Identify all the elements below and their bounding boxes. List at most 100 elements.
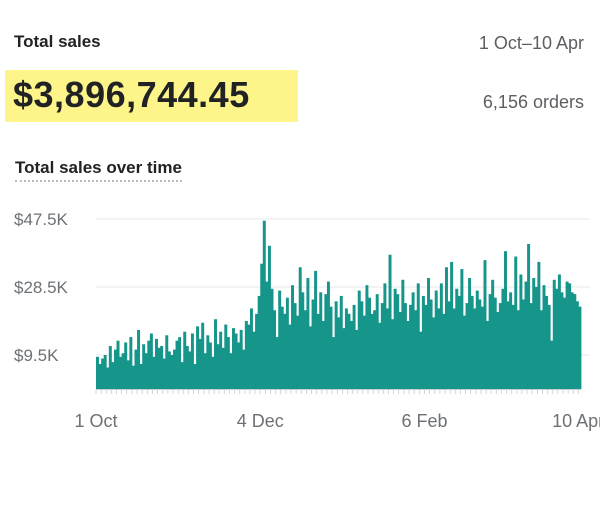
sales-bar[interactable] (172, 349, 176, 389)
sales-bar[interactable] (442, 313, 446, 389)
sales-bar[interactable] (521, 299, 525, 390)
sales-bar[interactable] (355, 329, 359, 389)
sales-bar[interactable] (429, 299, 433, 390)
sales-bar[interactable] (352, 304, 356, 389)
sales-bar[interactable] (506, 301, 510, 389)
sales-bar[interactable] (542, 285, 546, 389)
sales-bar[interactable] (121, 353, 125, 389)
sales-bar[interactable] (557, 274, 561, 389)
sales-bar[interactable] (360, 301, 364, 389)
sales-bar[interactable] (509, 292, 513, 389)
sales-bar[interactable] (119, 356, 123, 389)
sales-bar[interactable] (375, 294, 379, 389)
sales-bar[interactable] (434, 290, 438, 389)
sales-bar[interactable] (391, 319, 395, 389)
sales-bar[interactable] (444, 267, 448, 389)
sales-bar[interactable] (332, 337, 336, 389)
sales-bar[interactable] (539, 310, 543, 389)
sales-bar[interactable] (175, 340, 179, 389)
sales-bar[interactable] (370, 313, 374, 389)
sales-bar[interactable] (180, 362, 184, 389)
sales-bar[interactable] (529, 303, 533, 389)
sales-bar[interactable] (208, 342, 212, 389)
sales-bar[interactable] (162, 358, 166, 389)
sales-bar[interactable] (334, 301, 338, 389)
sales-bar[interactable] (255, 313, 259, 389)
sales-bar[interactable] (188, 351, 192, 389)
sales-bar[interactable] (249, 308, 253, 389)
sales-bar[interactable] (342, 328, 346, 389)
sales-bar[interactable] (149, 333, 153, 389)
sales-bar[interactable] (337, 317, 341, 389)
sales-bar[interactable] (167, 351, 171, 389)
sales-bar[interactable] (524, 281, 528, 389)
sales-bar[interactable] (142, 344, 146, 389)
sales-bar[interactable] (514, 256, 518, 389)
sales-bar[interactable] (96, 356, 99, 389)
chart-title[interactable]: Total sales over time (15, 158, 182, 182)
sales-bar[interactable] (280, 306, 284, 389)
sales-bar[interactable] (326, 281, 330, 389)
sales-bar[interactable] (475, 290, 479, 389)
sales-bar[interactable] (298, 267, 302, 389)
sales-bar[interactable] (314, 270, 318, 389)
sales-bar[interactable] (416, 283, 420, 389)
sales-bar[interactable] (465, 303, 469, 389)
sales-bar[interactable] (234, 333, 238, 389)
sales-bar[interactable] (409, 304, 413, 389)
sales-bar[interactable] (493, 297, 497, 389)
sales-bar[interactable] (303, 310, 307, 389)
sales-bar[interactable] (563, 297, 567, 389)
sales-bar[interactable] (329, 306, 333, 389)
sales-bar[interactable] (196, 326, 200, 389)
sales-bar[interactable] (470, 295, 474, 389)
sales-bar[interactable] (321, 320, 325, 389)
sales-bar[interactable] (378, 322, 382, 389)
sales-bar[interactable] (144, 353, 148, 389)
sales-bar[interactable] (519, 274, 523, 389)
sales-bar[interactable] (206, 335, 210, 389)
sales-bar[interactable] (252, 331, 256, 389)
sales-bar[interactable] (473, 308, 477, 389)
sales-bar[interactable] (239, 329, 243, 389)
sales-bar[interactable] (545, 295, 549, 389)
sales-bar[interactable] (265, 281, 269, 389)
sales-bar[interactable] (347, 313, 351, 389)
sales-bar[interactable] (344, 308, 348, 389)
sales-bar[interactable] (157, 347, 161, 389)
sales-bar[interactable] (478, 299, 482, 390)
sales-bar[interactable] (403, 303, 407, 389)
sales-bar[interactable] (237, 342, 241, 389)
sales-bar[interactable] (532, 278, 536, 389)
sales-bar[interactable] (570, 292, 574, 389)
sales-bar[interactable] (285, 297, 289, 389)
sales-bar[interactable] (190, 333, 194, 389)
sales-bar[interactable] (126, 360, 130, 389)
sales-bar[interactable] (201, 322, 205, 389)
sales-bar[interactable] (301, 292, 305, 389)
sales-bar[interactable] (501, 288, 505, 389)
sales-bar[interactable] (324, 294, 328, 389)
sales-bar[interactable] (278, 290, 282, 389)
sales-bar[interactable] (365, 285, 369, 389)
sales-bar[interactable] (183, 331, 187, 389)
sales-bar[interactable] (573, 294, 577, 389)
sales-bar[interactable] (414, 310, 418, 389)
sales-bar[interactable] (165, 335, 169, 389)
sales-bar[interactable] (350, 320, 354, 389)
sales-bar[interactable] (178, 337, 182, 389)
sales-bar[interactable] (357, 290, 361, 389)
sales-bar[interactable] (537, 261, 541, 389)
sales-bar[interactable] (98, 363, 102, 389)
sales-bar[interactable] (511, 304, 515, 389)
sales-bar[interactable] (388, 254, 392, 389)
sales-bar[interactable] (421, 295, 425, 389)
sales-bar[interactable] (219, 331, 223, 389)
sales-bar[interactable] (293, 303, 297, 389)
sales-bar[interactable] (368, 297, 371, 389)
sales-bar[interactable] (550, 340, 554, 389)
sales-bar[interactable] (211, 356, 215, 389)
sales-bar[interactable] (273, 310, 277, 389)
sales-bar[interactable] (504, 251, 507, 389)
sales-bar[interactable] (468, 278, 472, 389)
